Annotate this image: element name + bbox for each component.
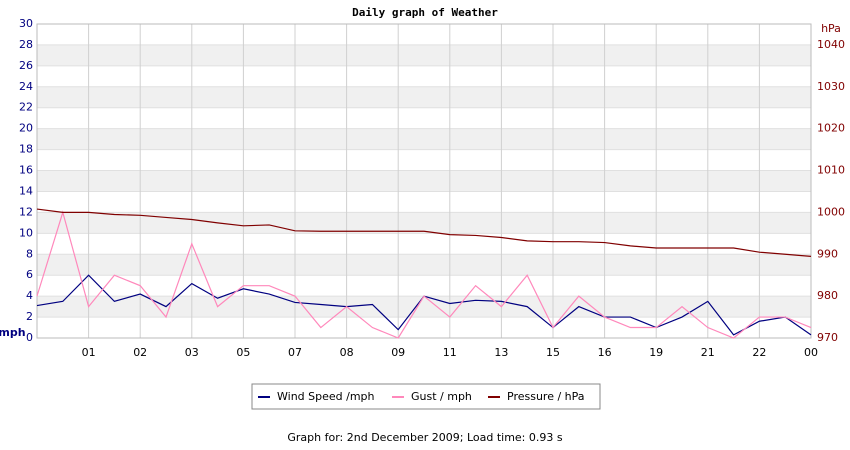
series-line bbox=[36, 210, 812, 339]
y2-axis-label: hPa bbox=[821, 22, 841, 35]
y2-tick-label: 1040 bbox=[817, 38, 845, 51]
y-tick-label: 8 bbox=[26, 247, 33, 260]
y2-tick-label: 1030 bbox=[817, 80, 845, 93]
y-tick-label: 18 bbox=[19, 143, 33, 156]
x-tick-label: 09 bbox=[391, 346, 405, 359]
footer: Graph for: 2nd December 2009; Load time:… bbox=[287, 431, 562, 444]
x-tick-label: 11 bbox=[443, 346, 457, 359]
x-tick-label: 05 bbox=[236, 346, 250, 359]
y2-tick-label: 980 bbox=[817, 289, 838, 302]
y2-tick-label: 1020 bbox=[817, 122, 845, 135]
y-tick-label: 10 bbox=[19, 226, 33, 239]
x-tick-label: 19 bbox=[649, 346, 663, 359]
x-tick-label: 00 bbox=[804, 346, 818, 359]
x-tick-label: 08 bbox=[340, 346, 354, 359]
y-tick-label: 12 bbox=[19, 205, 33, 218]
grid-band bbox=[37, 212, 811, 234]
y-tick-label: 14 bbox=[19, 184, 33, 197]
plot-frame bbox=[36, 23, 812, 339]
x-tick-label: 07 bbox=[288, 346, 302, 359]
legend-label: Wind Speed /mph bbox=[277, 390, 375, 403]
legend-box bbox=[251, 383, 601, 410]
grid-band bbox=[37, 128, 811, 150]
legend-label: Gust / mph bbox=[411, 390, 472, 403]
y-tick-label: 28 bbox=[19, 38, 33, 51]
x-tick-label: 15 bbox=[546, 346, 560, 359]
y-tick-label: 20 bbox=[19, 122, 33, 135]
y-tick-label: 16 bbox=[19, 164, 33, 177]
y-tick-label: 0 bbox=[26, 331, 33, 344]
x-tick-label: 02 bbox=[133, 346, 147, 359]
legend-label: Pressure / hPa bbox=[507, 390, 585, 403]
y-axis-label: mph bbox=[0, 326, 26, 339]
y-tick-label: 2 bbox=[26, 310, 33, 323]
x-tick-label: 03 bbox=[185, 346, 199, 359]
y-tick-label: 4 bbox=[26, 289, 33, 302]
y2-tick-label: 970 bbox=[817, 331, 838, 344]
x-tick-label: 13 bbox=[494, 346, 508, 359]
chart-title: Daily graph of Weather bbox=[352, 6, 498, 19]
grid-band bbox=[37, 254, 811, 276]
plot: 0246810121416182022242628309709809901000… bbox=[19, 17, 845, 359]
y2-tick-label: 990 bbox=[817, 247, 838, 260]
y2-tick-label: 1000 bbox=[817, 205, 845, 218]
y-tick-label: 22 bbox=[19, 101, 33, 114]
grid-band bbox=[37, 296, 811, 318]
grid-band bbox=[37, 44, 811, 66]
x-tick-label: 21 bbox=[701, 346, 715, 359]
y2-tick-label: 1010 bbox=[817, 164, 845, 177]
series-line bbox=[36, 208, 812, 257]
y-tick-label: 26 bbox=[19, 59, 33, 72]
x-tick-label: 01 bbox=[82, 346, 96, 359]
grid-band bbox=[37, 86, 811, 108]
y-tick-label: 24 bbox=[19, 80, 33, 93]
x-tick-label: 16 bbox=[598, 346, 612, 359]
y-tick-label: 30 bbox=[19, 17, 33, 30]
grid-band bbox=[37, 170, 811, 192]
x-tick-label: 22 bbox=[752, 346, 766, 359]
y-tick-label: 6 bbox=[26, 268, 33, 281]
